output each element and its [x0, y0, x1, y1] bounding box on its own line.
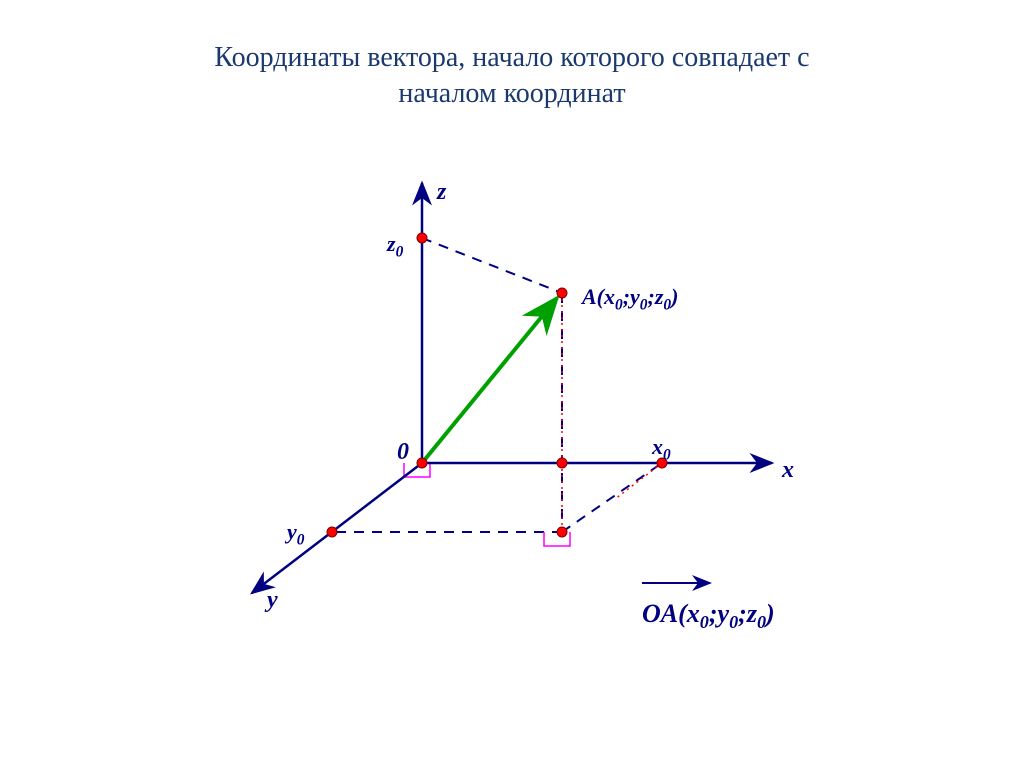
- y0-label: y0: [287, 519, 304, 549]
- page-title: Координаты вектора, начало которого совп…: [0, 0, 1024, 113]
- z-axis-label: z: [437, 179, 446, 206]
- title-line-2: началом координат: [398, 78, 625, 109]
- formula-oa: OA(x0;y0;z0): [642, 599, 775, 633]
- x0-label: x0: [652, 434, 671, 464]
- origin-label: 0: [397, 439, 409, 466]
- y-axis-label: y: [267, 587, 278, 614]
- title-line-1: Координаты вектора, начало которого совп…: [214, 42, 809, 73]
- x-axis-label: x: [782, 457, 794, 484]
- z0-label: z0: [387, 231, 403, 261]
- coordinate-diagram: z x y 0 z0 x0 y0 A(x0;y0;z0) OA(x0;y0;z0…: [162, 153, 862, 653]
- diagram-svg: [162, 153, 862, 653]
- point-a-label: A(x0;y0;z0): [582, 284, 678, 314]
